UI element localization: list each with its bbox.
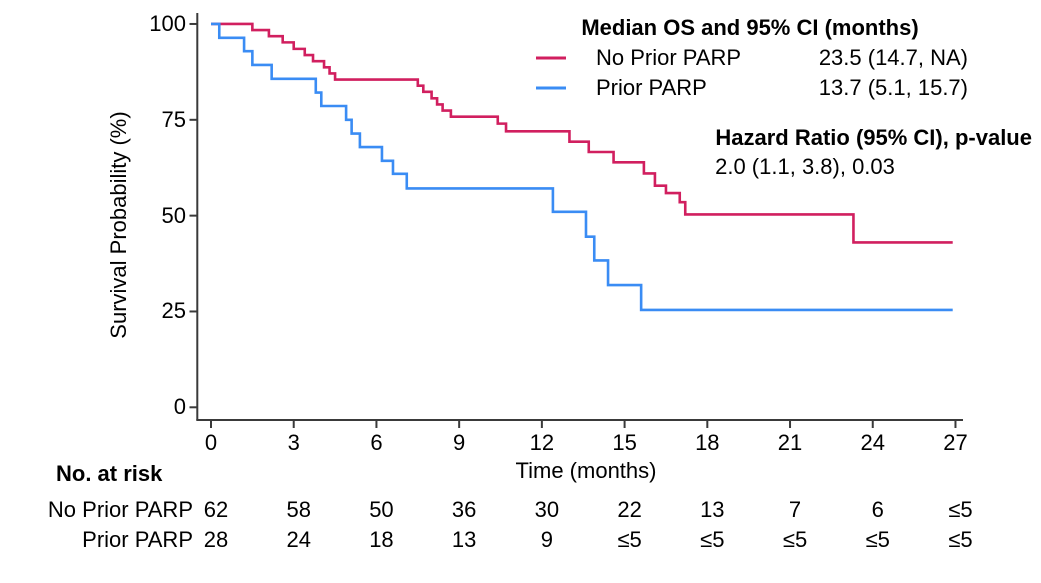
y-tick-label: 100 — [149, 10, 186, 36]
risk-row-label-no-prior-parp: No Prior PARP — [47, 497, 193, 522]
hazard-ratio-value: 2.0 (1.1, 3.8), 0.03 — [715, 154, 895, 179]
km-curve-prior-parp — [211, 22, 953, 312]
risk-count: 30 — [534, 497, 560, 522]
x-tick-label: 12 — [529, 430, 555, 455]
hazard-ratio-title: Hazard Ratio (95% CI), p-value — [715, 125, 1032, 150]
x-tick-label: 21 — [777, 430, 803, 455]
axis-ticks — [189, 22, 957, 428]
x-tick-label: 18 — [695, 430, 720, 455]
x-axis-title: Time (months) — [515, 458, 657, 483]
x-tick-label: 24 — [860, 430, 885, 455]
risk-count: ≤5 — [617, 527, 642, 552]
risk-count: 28 — [203, 527, 229, 552]
risk-count: ≤5 — [700, 527, 725, 552]
risk-row-label-prior-parp: Prior PARP — [82, 527, 193, 552]
risk-count: 18 — [369, 527, 394, 552]
legend-label-prior-parp: Prior PARP — [596, 75, 707, 100]
x-tick-label: 15 — [612, 430, 637, 455]
x-tick-label: 9 — [453, 430, 466, 455]
risk-count: 24 — [286, 527, 311, 552]
risk-table-title: No. at risk — [56, 461, 163, 486]
risk-count: ≤5 — [782, 527, 808, 552]
legend-title: Median OS and 95% CI (months) — [581, 15, 919, 40]
risk-count: 7 — [788, 497, 802, 522]
risk-count: 36 — [451, 497, 477, 522]
legend-value-no-prior-parp: 23.5 (14.7, NA) — [818, 45, 968, 70]
risk-count: 62 — [203, 497, 229, 522]
x-tick-label: 3 — [287, 430, 300, 455]
x-tick-label: 6 — [370, 430, 383, 455]
risk-count: ≤5 — [948, 527, 973, 552]
risk-count: 22 — [617, 497, 642, 522]
y-tick-label: 25 — [161, 298, 186, 324]
x-tick-label: 0 — [204, 430, 218, 455]
risk-count: 9 — [540, 527, 553, 552]
y-tick-label: 50 — [161, 202, 186, 228]
risk-count: 50 — [369, 497, 394, 522]
y-tick-label: 0 — [173, 394, 186, 420]
legend-label-no-prior-parp: No Prior PARP — [596, 45, 742, 70]
km-curve-no-prior-parp — [211, 22, 953, 244]
risk-count: ≤5 — [865, 527, 890, 552]
legend-value-prior-parp: 13.7 (5.1, 15.7) — [818, 75, 968, 100]
risk-count: 6 — [871, 497, 884, 522]
risk-count: 13 — [451, 527, 477, 552]
risk-count: 13 — [700, 497, 725, 522]
x-tick-label: 27 — [943, 430, 968, 455]
risk-count: ≤5 — [948, 497, 973, 522]
y-tick-label: 75 — [161, 106, 186, 132]
risk-count: 58 — [286, 497, 311, 522]
